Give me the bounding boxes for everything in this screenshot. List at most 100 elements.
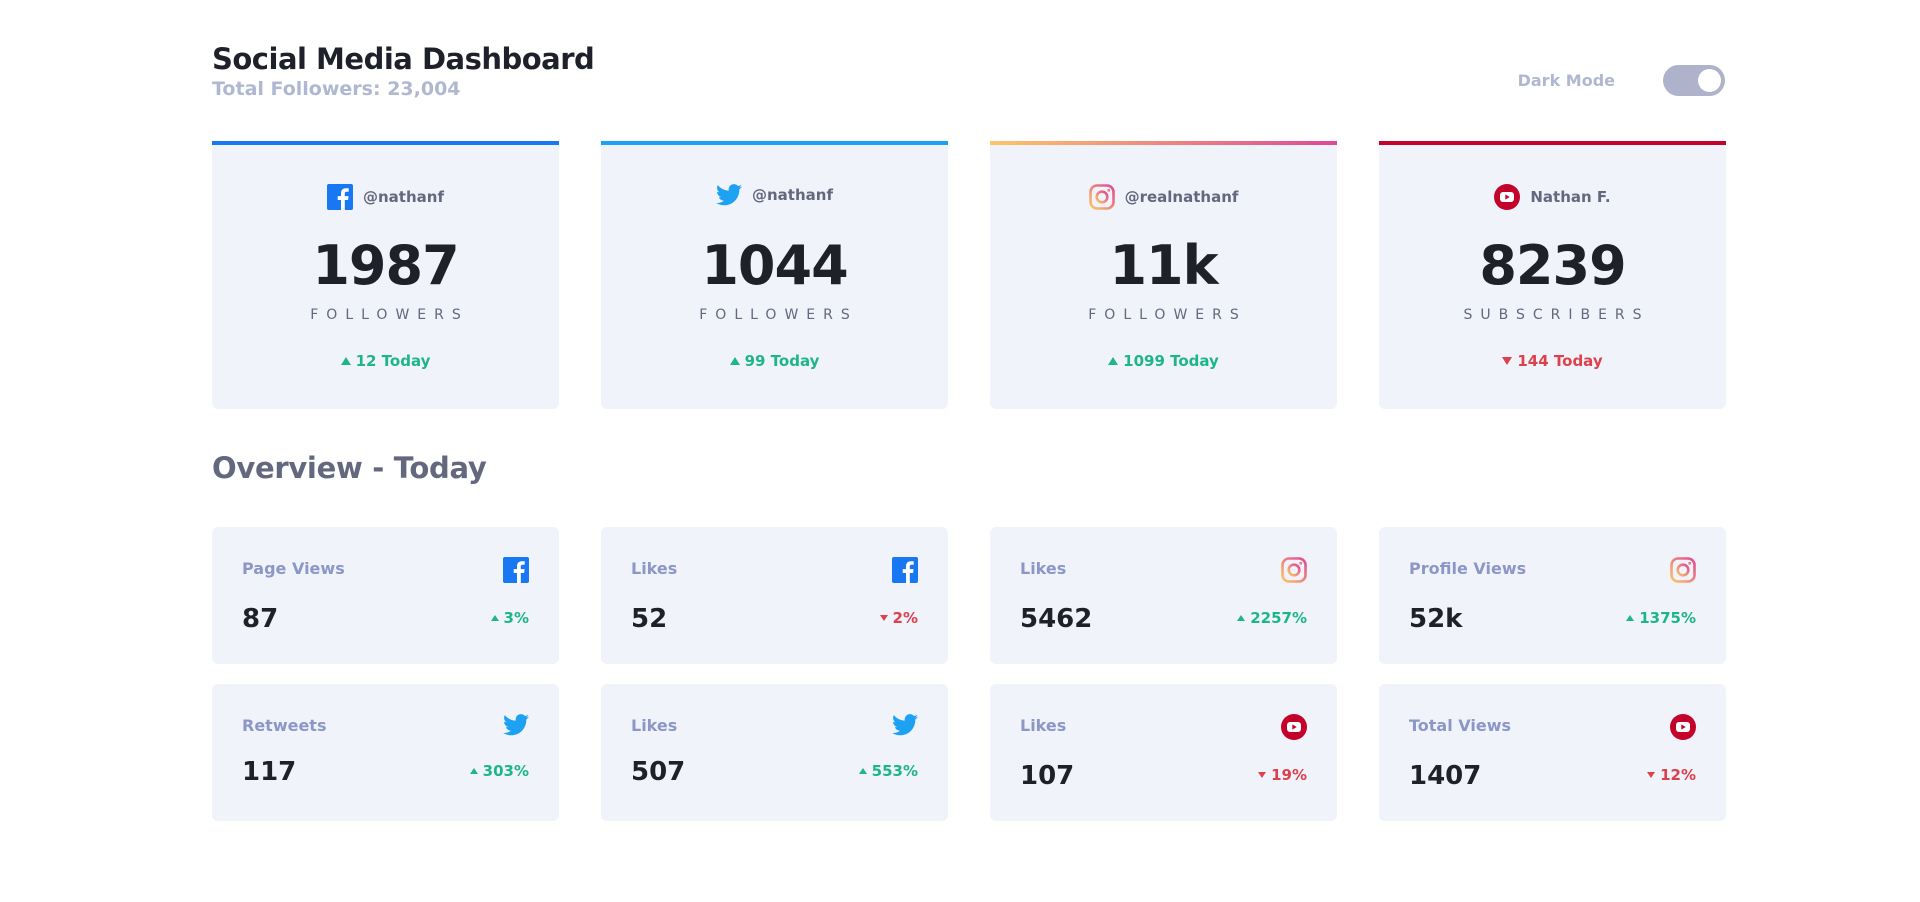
metric-delta: 1375% <box>1626 609 1696 627</box>
card-handle: @nathanf <box>212 184 559 210</box>
metric-value: 107 <box>1020 761 1075 791</box>
overview-card[interactable]: Likes 107 19% <box>990 684 1337 821</box>
dashboard: Social Media Dashboard Total Followers: … <box>212 0 1726 902</box>
delta-text: 19% <box>1271 766 1307 784</box>
count-unit: SUBSCRIBERS <box>1463 307 1650 323</box>
arrow-up-icon <box>1626 615 1635 621</box>
delta-text: 553% <box>871 762 918 780</box>
facebook-icon <box>327 184 353 210</box>
today-delta: 99 Today <box>601 352 948 370</box>
delta-text: 144 Today <box>1517 352 1603 370</box>
card-handle: @realnathanf <box>990 184 1337 210</box>
metric-delta: 2% <box>879 609 918 627</box>
delta-text: 99 Today <box>744 352 820 370</box>
overview-card[interactable]: Profile Views 52k 1375% <box>1379 527 1726 664</box>
count-unit: FOLLOWERS <box>1088 307 1247 323</box>
subscriber-count: 8239 <box>1479 234 1626 297</box>
overview-card[interactable]: Likes 507 553% <box>601 684 948 821</box>
today-delta: 144 Today <box>1379 352 1726 370</box>
follower-count: 11k <box>1109 234 1218 297</box>
overview-card[interactable]: Page Views 87 3% <box>212 527 559 664</box>
facebook-icon <box>503 557 529 583</box>
overview-card[interactable]: Likes 5462 2257% <box>990 527 1337 664</box>
arrow-down-icon <box>1258 772 1267 778</box>
arrow-down-icon <box>879 615 888 621</box>
delta-text: 1099 Today <box>1123 352 1219 370</box>
instagram-icon <box>1088 184 1115 210</box>
today-delta: 1099 Today <box>990 352 1337 370</box>
arrow-down-icon <box>1502 357 1513 365</box>
card-twitter[interactable]: @nathanf 1044 FOLLOWERS 99 Today <box>601 141 948 409</box>
handle-text: @nathanf <box>752 186 833 204</box>
follower-count: 1987 <box>312 234 459 297</box>
delta-text: 2257% <box>1250 609 1307 627</box>
metric-label: Likes <box>1020 559 1067 578</box>
delta-text: 1375% <box>1639 609 1696 627</box>
dark-mode-label: Dark Mode <box>1517 71 1615 90</box>
metric-label: Page Views <box>242 559 345 578</box>
follower-count: 1044 <box>701 234 848 297</box>
overview-card[interactable]: Total Views 1407 12% <box>1379 684 1726 821</box>
metric-delta: 303% <box>469 762 529 780</box>
overview-card[interactable]: Retweets 117 303% <box>212 684 559 821</box>
metric-label: Profile Views <box>1409 559 1527 578</box>
metric-label: Likes <box>1020 716 1067 735</box>
instagram-icon <box>1670 557 1696 583</box>
metric-label: Likes <box>631 716 678 735</box>
card-instagram[interactable]: @realnathanf 11k FOLLOWERS 1099 Today <box>990 141 1337 409</box>
twitter-icon <box>503 714 529 740</box>
arrow-up-icon <box>1237 615 1246 621</box>
overview-title: Overview - Today <box>212 451 487 485</box>
arrow-up-icon <box>729 357 740 365</box>
metric-delta: 2257% <box>1237 609 1307 627</box>
metric-value: 117 <box>242 757 297 787</box>
twitter-icon <box>892 714 918 740</box>
arrow-up-icon <box>340 357 351 365</box>
metric-label: Total Views <box>1409 716 1512 735</box>
today-delta: 12 Today <box>212 352 559 370</box>
metric-value: 5462 <box>1020 604 1093 634</box>
delta-text: 12% <box>1660 766 1696 784</box>
arrow-down-icon <box>1647 772 1656 778</box>
metric-label: Likes <box>631 559 678 578</box>
youtube-icon <box>1670 714 1696 740</box>
metric-value: 507 <box>631 757 686 787</box>
arrow-up-icon <box>1108 357 1119 365</box>
metric-value: 1407 <box>1409 761 1482 791</box>
handle-text: @nathanf <box>363 188 444 206</box>
card-facebook[interactable]: @nathanf 1987 FOLLOWERS 12 Today <box>212 141 559 409</box>
arrow-up-icon <box>490 615 499 621</box>
toggle-knob <box>1698 69 1721 92</box>
arrow-up-icon <box>469 768 478 774</box>
youtube-icon <box>1281 714 1307 740</box>
metric-value: 52 <box>631 604 668 634</box>
card-accent-bar <box>212 141 559 145</box>
delta-text: 303% <box>482 762 529 780</box>
handle-text: Nathan F. <box>1530 188 1611 206</box>
metric-delta: 12% <box>1647 766 1696 784</box>
card-accent-bar <box>601 141 948 145</box>
delta-text: 12 Today <box>355 352 431 370</box>
card-accent-bar <box>990 141 1337 145</box>
card-accent-bar <box>1379 141 1726 145</box>
card-handle: Nathan F. <box>1379 184 1726 210</box>
delta-text: 2% <box>892 609 918 627</box>
arrow-up-icon <box>858 768 867 774</box>
twitter-icon <box>716 184 742 206</box>
handle-text: @realnathanf <box>1124 188 1239 206</box>
count-unit: FOLLOWERS <box>310 307 469 323</box>
metric-delta: 19% <box>1258 766 1307 784</box>
metric-delta: 553% <box>858 762 918 780</box>
card-handle: @nathanf <box>601 184 948 206</box>
youtube-icon <box>1494 184 1521 210</box>
overview-card[interactable]: Likes 52 2% <box>601 527 948 664</box>
dark-mode-toggle[interactable] <box>1663 65 1725 96</box>
metric-delta: 3% <box>490 609 529 627</box>
delta-text: 3% <box>503 609 529 627</box>
total-followers: Total Followers: 23,004 <box>212 78 461 100</box>
instagram-icon <box>1281 557 1307 583</box>
metric-value: 52k <box>1409 604 1463 634</box>
metric-label: Retweets <box>242 716 327 735</box>
card-youtube[interactable]: Nathan F. 8239 SUBSCRIBERS 144 Today <box>1379 141 1726 409</box>
count-unit: FOLLOWERS <box>699 307 858 323</box>
